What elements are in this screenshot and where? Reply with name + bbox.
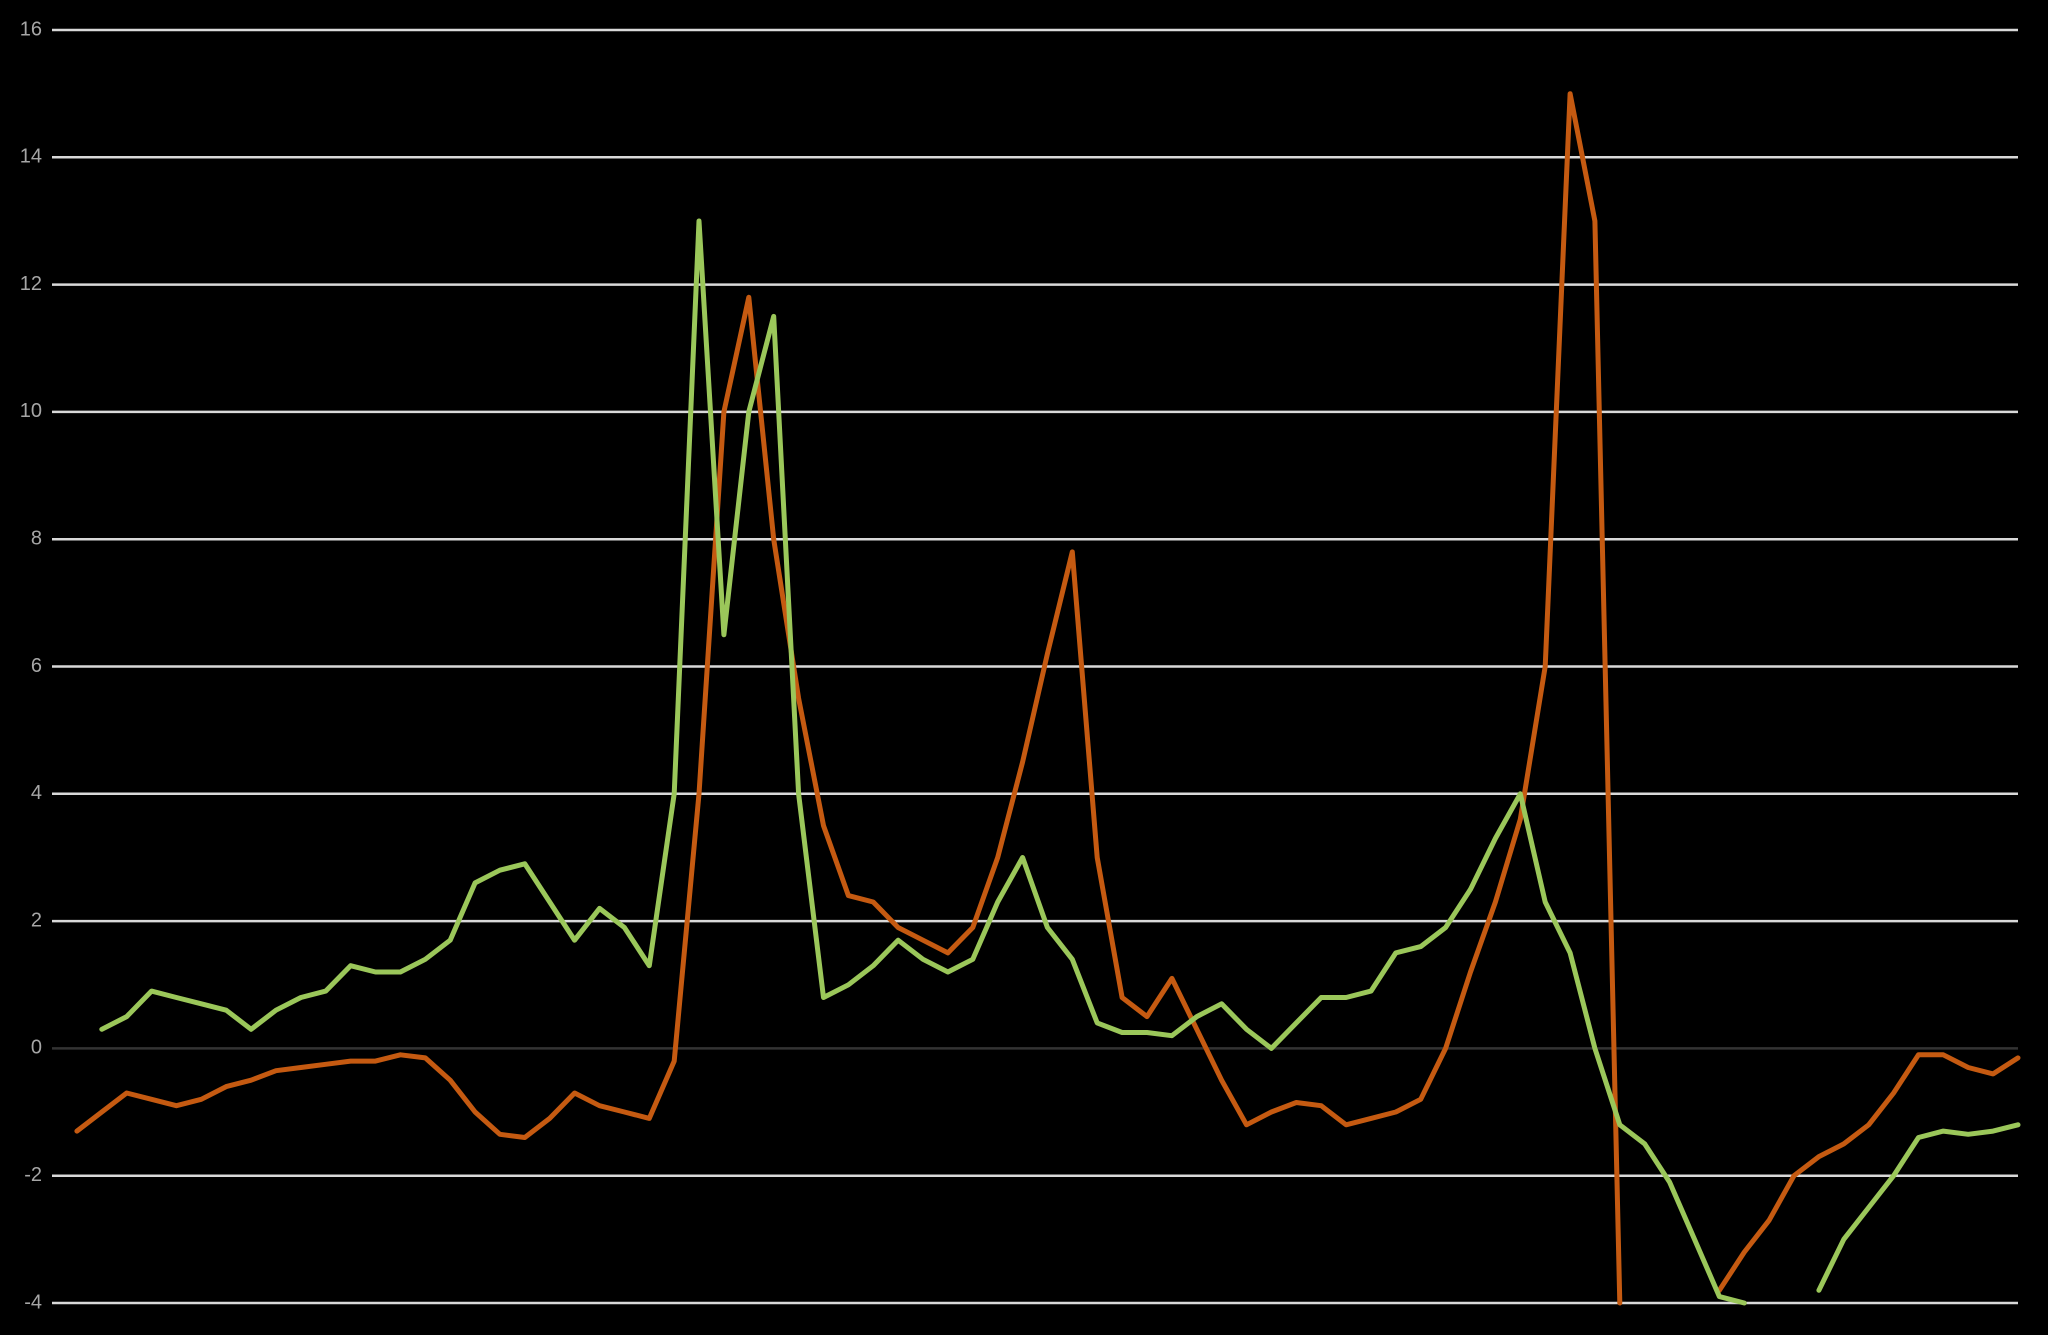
y-tick-label: 14 — [20, 146, 42, 168]
y-tick-label: 4 — [31, 782, 42, 804]
y-tick-label: 6 — [31, 655, 42, 677]
series-line — [74, 91, 2021, 1306]
y-tick-label: -4 — [24, 1291, 42, 1313]
y-tick-label: 0 — [31, 1037, 42, 1059]
y-tick-label: 8 — [31, 527, 42, 549]
y-tick-label: -2 — [24, 1164, 42, 1186]
series-line — [99, 218, 2021, 1306]
y-tick-label: 12 — [20, 273, 42, 295]
y-tick-label: 16 — [20, 18, 42, 40]
y-tick-label: 10 — [20, 400, 42, 422]
y-tick-label: 2 — [31, 909, 42, 931]
